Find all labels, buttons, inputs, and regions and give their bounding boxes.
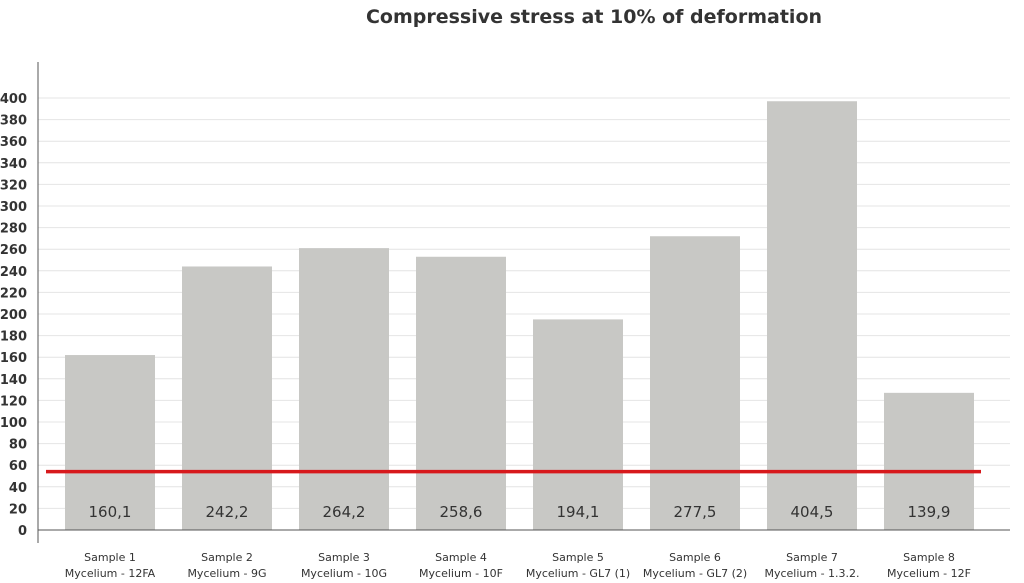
y-tick-label: 280	[0, 222, 27, 237]
x-tick-label: Sample 8	[903, 551, 955, 564]
y-tick-label: 320	[0, 178, 27, 193]
y-tick-label: 240	[0, 265, 27, 280]
bar	[884, 392, 974, 530]
data-label: 404,5	[791, 503, 834, 521]
axes	[37, 62, 1010, 543]
y-tick-label: 260	[0, 243, 27, 258]
x-tick-label: Mycelium - 1.3.2.	[764, 567, 859, 580]
bar	[650, 236, 740, 531]
data-label: 160,1	[89, 503, 132, 521]
x-tick-label: Sample 3	[318, 551, 370, 564]
bar	[65, 355, 155, 530]
x-tick-label: Mycelium - GL7 (1)	[526, 567, 630, 580]
y-tick-label: 200	[0, 308, 27, 323]
y-tick-label: 300	[0, 200, 27, 215]
y-tick-label: 400	[0, 92, 27, 107]
y-tick-label: 160	[0, 351, 27, 366]
x-tick-label: Sample 2	[201, 551, 253, 564]
data-label: 264,2	[323, 503, 366, 521]
data-label: 194,1	[557, 503, 600, 521]
bar	[533, 319, 623, 530]
bar	[767, 101, 857, 531]
y-tick-label: 120	[0, 394, 27, 409]
bar	[182, 266, 272, 530]
x-tick-label: Mycelium - 10G	[301, 567, 387, 580]
x-tick-label: Mycelium - GL7 (2)	[643, 567, 747, 580]
y-tick-label: 40	[9, 481, 27, 496]
x-tick-label: Sample 7	[786, 551, 838, 564]
x-tick-label: Mycelium - 10F	[419, 567, 503, 580]
x-tick-label: Sample 6	[669, 551, 721, 564]
bar	[416, 256, 506, 530]
data-label: 258,6	[440, 503, 483, 521]
y-tick-label: 380	[0, 114, 27, 129]
x-tick-label: Mycelium - 9G	[187, 567, 266, 580]
y-tick-label: 180	[0, 330, 27, 345]
y-tick-label: 0	[18, 524, 27, 539]
x-tick-label: Sample 4	[435, 551, 487, 564]
bar	[299, 248, 389, 530]
data-label: 139,9	[908, 503, 951, 521]
y-tick-label: 360	[0, 135, 27, 150]
y-tick-label: 20	[9, 502, 27, 517]
x-tick-label: Mycelium - 12FA	[65, 567, 156, 580]
y-tick-label: 100	[0, 416, 27, 431]
y-tick-label: 220	[0, 286, 27, 301]
labels: 0 20 40 60 80 100 120 140 160 180 200 220 240 260 280 3…	[0, 92, 971, 580]
data-label: 242,2	[206, 503, 249, 521]
x-tick-label: Mycelium - 12F	[887, 567, 971, 580]
y-tick-label: 80	[9, 438, 27, 453]
bars	[65, 101, 974, 531]
x-tick-label: Sample 5	[552, 551, 604, 564]
chart-title: Compressive stress at 10% of deformation	[366, 6, 822, 28]
y-tick-label: 140	[0, 373, 27, 388]
y-tick-label: 60	[9, 459, 27, 474]
x-tick-label: Sample 1	[84, 551, 136, 564]
data-label: 277,5	[674, 503, 717, 521]
y-tick-label: 340	[0, 157, 27, 172]
